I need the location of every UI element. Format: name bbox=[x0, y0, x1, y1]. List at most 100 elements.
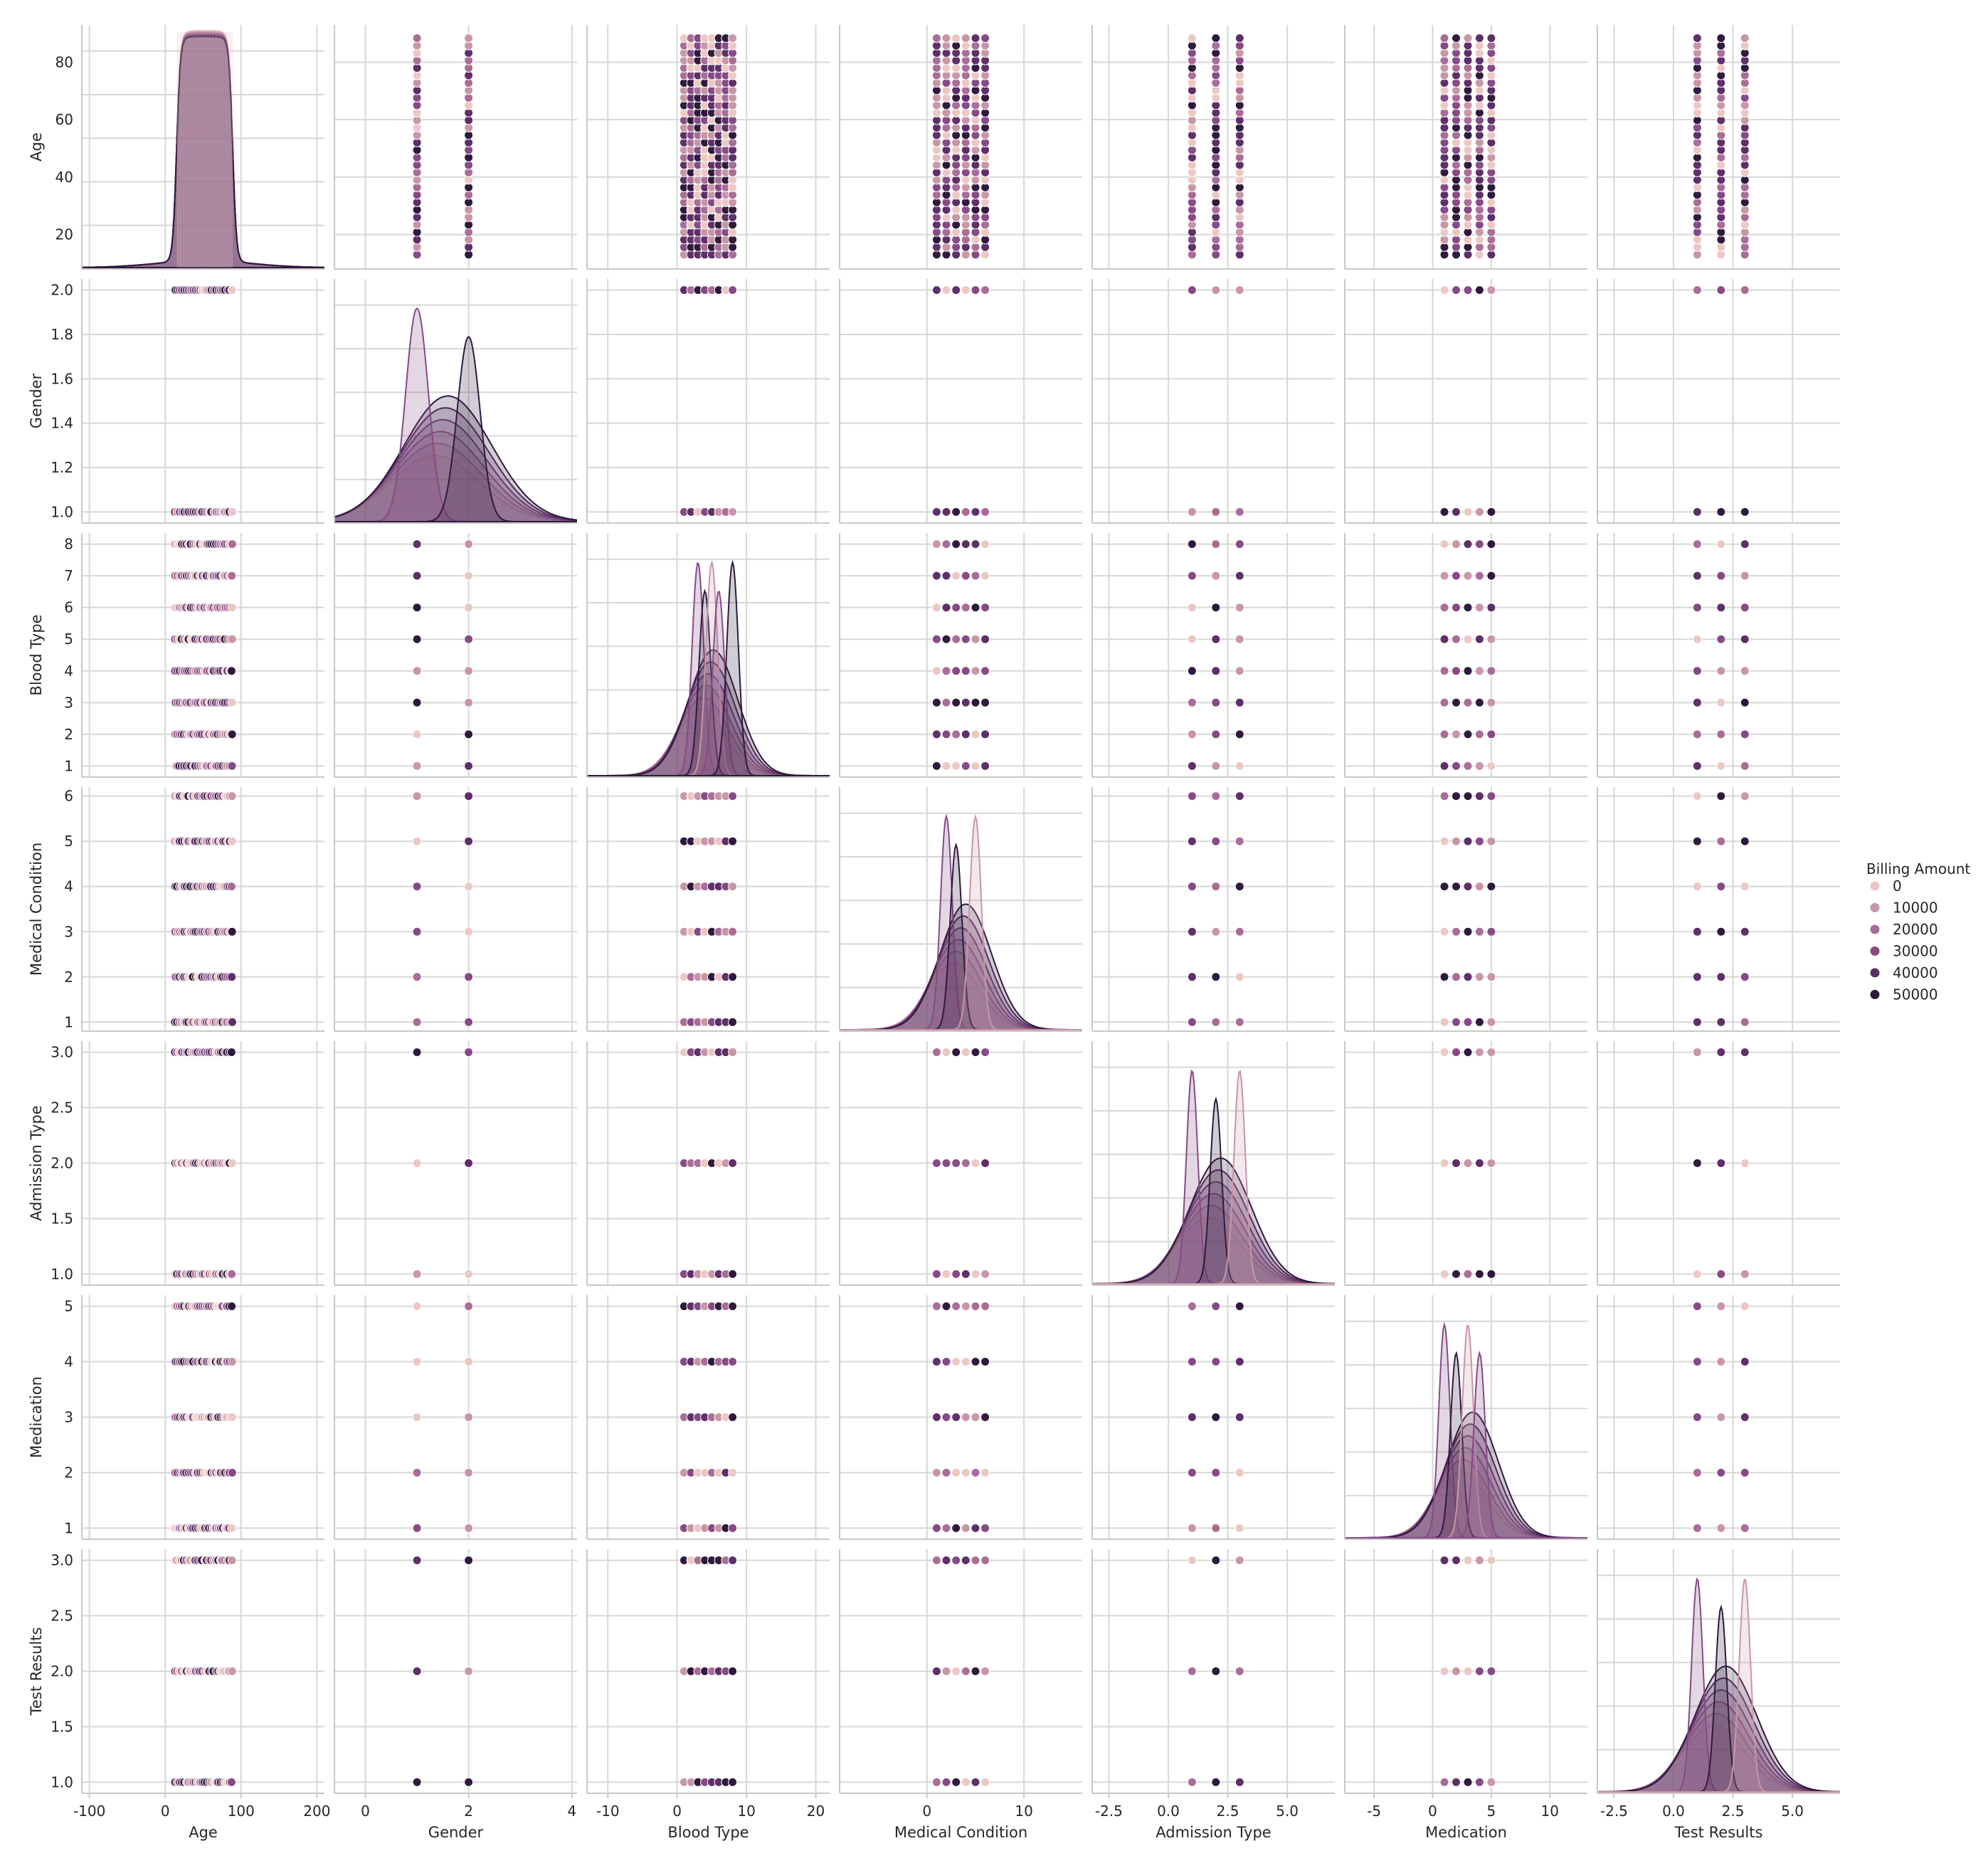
scatter-point bbox=[931, 666, 941, 676]
y-tick-label: 2.0 bbox=[51, 1663, 73, 1680]
scatter-point bbox=[1211, 666, 1221, 676]
scatter-point bbox=[961, 507, 971, 517]
panel-admission-type-vs-medical-condition bbox=[839, 1041, 1082, 1286]
scatter-point bbox=[971, 729, 980, 739]
scatter-point bbox=[464, 1017, 474, 1027]
kde-curve bbox=[82, 36, 324, 268]
x-tick-label: 0 bbox=[672, 1803, 682, 1820]
scatter-point bbox=[1740, 1523, 1750, 1533]
scatter-point bbox=[1211, 836, 1221, 846]
y-tick-label: 5 bbox=[64, 1298, 73, 1315]
x-tick-label: 0 bbox=[922, 1803, 931, 1820]
kde-curve bbox=[1092, 1157, 1335, 1284]
scatter-point bbox=[980, 666, 990, 676]
scatter-point bbox=[951, 1357, 961, 1366]
y-tick-label: 7 bbox=[64, 567, 73, 584]
scatter-point bbox=[1439, 1159, 1449, 1168]
scatter-point bbox=[228, 1159, 238, 1168]
scatter-point bbox=[227, 761, 237, 771]
scatter-point bbox=[412, 603, 422, 613]
y-tick-label: 1 bbox=[64, 1519, 73, 1536]
scatter-point bbox=[1740, 1302, 1750, 1312]
scatter-point bbox=[971, 666, 980, 676]
scatter-point bbox=[1211, 1523, 1221, 1533]
scatter-point bbox=[227, 1357, 237, 1366]
kde-curve bbox=[334, 454, 577, 522]
scatter-point bbox=[1463, 1556, 1473, 1566]
scatter-point bbox=[1474, 603, 1484, 613]
scatter-point bbox=[1439, 729, 1449, 739]
scatter-point bbox=[412, 1667, 422, 1676]
scatter-point bbox=[931, 729, 941, 739]
scatter-point bbox=[1474, 285, 1484, 295]
scatter-point bbox=[1692, 1159, 1702, 1168]
x-tick-label: 10 bbox=[1541, 1803, 1559, 1820]
y-tick-label: 6 bbox=[64, 599, 73, 616]
scatter-point bbox=[412, 836, 422, 846]
scatter-point bbox=[941, 697, 951, 707]
scatter-point bbox=[931, 1777, 941, 1787]
legend-label: 0 bbox=[1893, 877, 1902, 895]
scatter-point bbox=[1463, 666, 1473, 676]
x-tick-label: 200 bbox=[303, 1803, 330, 1820]
scatter-point bbox=[971, 1777, 980, 1787]
scatter-point bbox=[1716, 539, 1726, 549]
scatter-point bbox=[941, 1269, 951, 1279]
scatter-point bbox=[227, 729, 237, 739]
scatter-point bbox=[951, 697, 961, 707]
scatter-point bbox=[1452, 1667, 1461, 1676]
scatter-point bbox=[941, 285, 951, 295]
scatter-point bbox=[1463, 927, 1473, 936]
scatter-point bbox=[1211, 791, 1221, 801]
scatter-point bbox=[980, 634, 990, 644]
scatter-point bbox=[1234, 33, 1244, 43]
scatter-point bbox=[464, 1357, 474, 1366]
scatter-point bbox=[1439, 571, 1449, 581]
scatter-point bbox=[961, 603, 971, 613]
scatter-point bbox=[412, 33, 422, 43]
y-tick-label: 6 bbox=[64, 788, 73, 805]
x-axis-label: Gender bbox=[428, 1824, 484, 1841]
panel-test-results-vs-blood-type: -10 0 10 20 bbox=[586, 1549, 830, 1820]
scatter-point bbox=[1740, 697, 1750, 707]
scatter-point bbox=[412, 1048, 422, 1057]
scatter-point bbox=[1463, 1667, 1473, 1676]
panel-admission-type-vs-medication bbox=[1344, 1041, 1587, 1286]
scatter-point bbox=[1452, 603, 1461, 613]
scatter-point bbox=[1234, 1468, 1244, 1477]
scatter-point bbox=[1740, 507, 1750, 517]
legend-label: 30000 bbox=[1893, 943, 1938, 960]
scatter-point bbox=[1452, 761, 1461, 771]
scatter-point bbox=[1463, 1269, 1473, 1279]
scatter-point bbox=[1486, 1269, 1496, 1279]
y-axis-label: Gender bbox=[28, 373, 45, 428]
scatter-point bbox=[1211, 1302, 1221, 1312]
x-tick-label: 2 bbox=[464, 1803, 473, 1820]
scatter-point bbox=[961, 1667, 971, 1676]
panel-medication-vs-medical-condition bbox=[839, 1295, 1082, 1540]
scatter-point bbox=[971, 571, 980, 581]
scatter-point bbox=[1692, 634, 1702, 644]
panel-gender-vs-age: 1.0 1.2 1.4 1.6 1.8 2.0 bbox=[51, 279, 324, 524]
scatter-point bbox=[412, 882, 422, 892]
scatter-point bbox=[980, 603, 990, 613]
scatter-point bbox=[1452, 634, 1461, 644]
panel-gender-vs-gender bbox=[334, 279, 577, 524]
scatter-point bbox=[931, 1413, 941, 1422]
scatter-point bbox=[961, 285, 971, 295]
y-tick-label: 1 bbox=[64, 1013, 73, 1030]
kde-curve bbox=[1345, 1350, 1587, 1539]
pairplot-panels: 204060801.01.21.41.61.82.012345678123456… bbox=[51, 25, 1840, 1820]
legend-label: 40000 bbox=[1893, 964, 1938, 981]
scatter-point bbox=[728, 1413, 738, 1422]
scatter-point bbox=[412, 1357, 422, 1366]
scatter-point bbox=[1486, 571, 1496, 581]
scatter-point bbox=[941, 666, 951, 676]
scatter-point bbox=[1439, 1556, 1449, 1566]
panel-age-vs-medication bbox=[1344, 25, 1587, 270]
legend-label: 50000 bbox=[1893, 986, 1938, 1003]
scatter-point bbox=[1740, 33, 1750, 43]
scatter-point bbox=[728, 33, 738, 43]
scatter-point bbox=[412, 697, 422, 707]
scatter-point bbox=[980, 1777, 990, 1787]
